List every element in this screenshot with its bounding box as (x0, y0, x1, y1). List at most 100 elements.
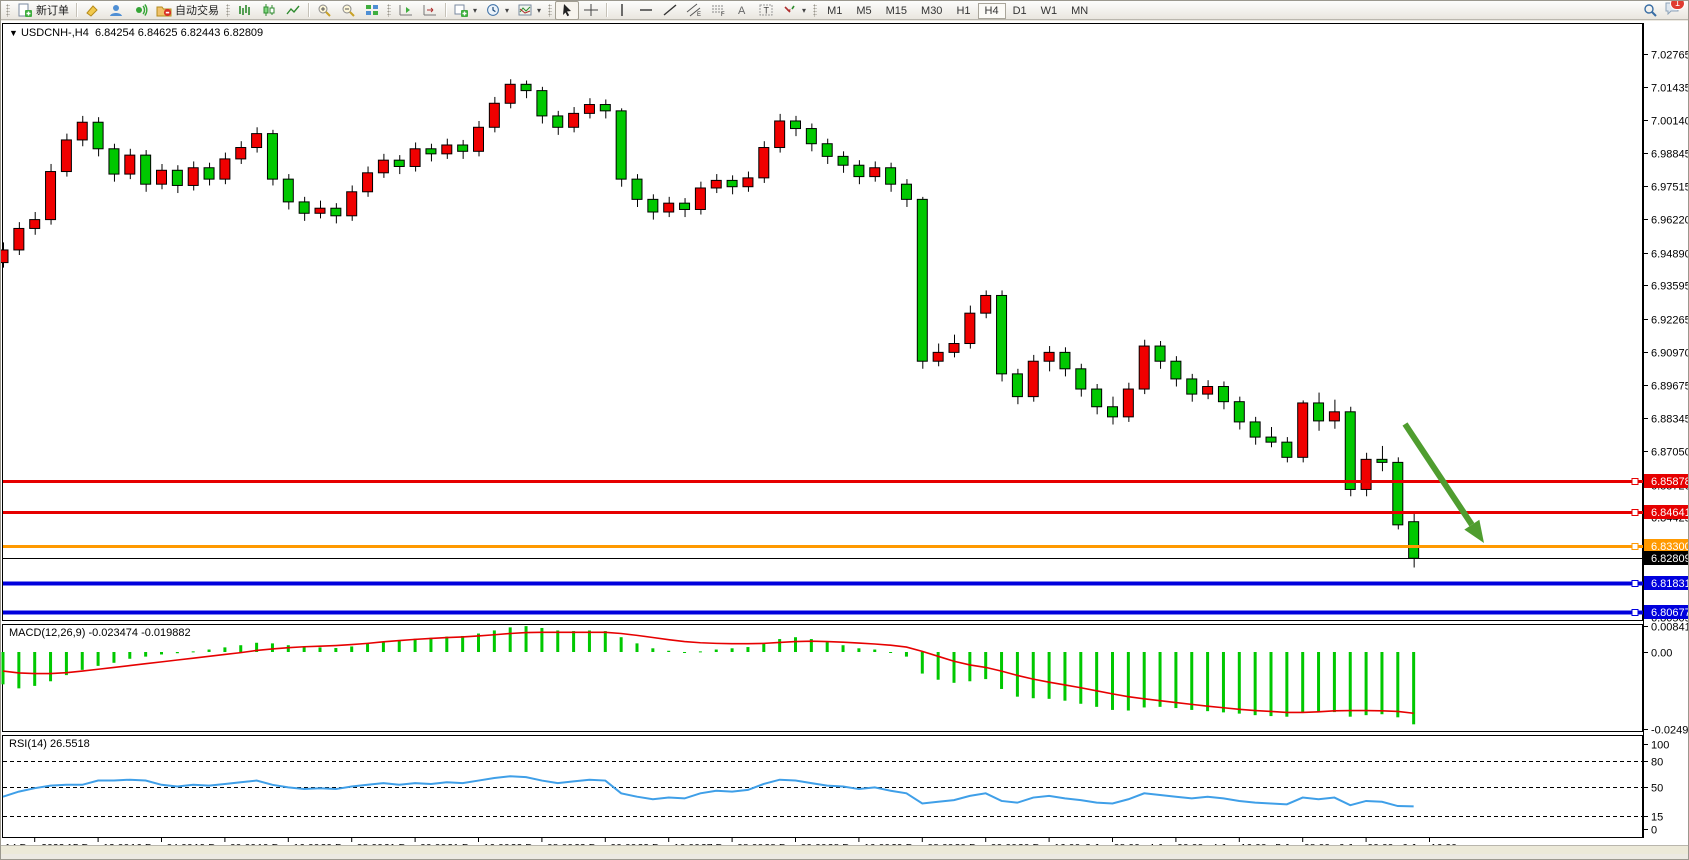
trendline-tool-button[interactable] (658, 1, 682, 20)
macd-bar (1111, 652, 1114, 710)
macd-bar (223, 647, 227, 652)
macd-bar (302, 646, 306, 652)
price-panel (2, 23, 1643, 621)
candlestick-mode-button[interactable] (257, 1, 281, 20)
chart-canvas[interactable]: 7.02765 7.01435 7.00140 6.98845 6.97515 6.962… (1, 21, 1689, 854)
line-handle[interactable] (1631, 609, 1639, 616)
timeframe-W1[interactable]: W1 (1040, 5, 1058, 17)
period-clock-button[interactable]: ▾ (481, 1, 513, 20)
toolbar-grip[interactable] (548, 3, 553, 17)
candle-up (156, 169, 167, 185)
auto-scroll-button[interactable] (418, 1, 442, 20)
macd-bar (17, 652, 21, 689)
community-button[interactable] (104, 1, 128, 20)
symbol-dropdown-icon[interactable]: ▼ (9, 28, 18, 38)
candle-down (282, 178, 294, 203)
search-icon[interactable] (1642, 3, 1658, 17)
status-bar (1, 845, 1688, 854)
line-chart-mode-button[interactable] (281, 1, 305, 20)
macd-bar (286, 645, 290, 652)
candle-down (1376, 458, 1388, 463)
cursor-tool-button[interactable] (555, 1, 580, 20)
candle-down (520, 83, 532, 92)
tile-windows-button[interactable] (360, 1, 384, 20)
timeframe-M30[interactable]: M30 (921, 5, 943, 17)
price-badge (1644, 474, 1688, 488)
price-axis: 7.02765 7.01435 7.00140 6.98845 6.97515 6.962… (1643, 50, 1689, 837)
candle-down (140, 154, 152, 185)
candle-up (362, 172, 374, 193)
line-handle[interactable] (1631, 543, 1639, 550)
notifications-button[interactable]: 1 (1664, 1, 1685, 20)
zoom-in-button[interactable] (312, 1, 336, 20)
chevron-down-icon: ▾ (473, 5, 478, 15)
text-label-tool-button[interactable]: T (754, 1, 778, 20)
timeframe-M15[interactable]: M15 (885, 5, 908, 17)
price-badge (1644, 605, 1688, 619)
crosshair-tool-button[interactable] (579, 1, 603, 20)
macd-bar (619, 637, 623, 652)
text-tool-button[interactable]: A (730, 1, 754, 20)
candle-down (1408, 521, 1420, 559)
fibonacci-tool-button[interactable]: F (706, 1, 730, 20)
new-order-button[interactable]: 新订单 (13, 1, 73, 20)
trend-arrow[interactable] (1402, 422, 1484, 543)
candle-up (187, 167, 199, 186)
zoom-out-button[interactable] (336, 1, 360, 20)
candle-up (964, 312, 976, 345)
equidistant-channel-icon: E (686, 3, 701, 17)
line-handle[interactable] (1631, 478, 1639, 485)
timeframe-H4[interactable]: H4 (977, 3, 1006, 19)
toolbar-grip[interactable] (226, 3, 230, 17)
candle-up (219, 158, 231, 180)
rsi-levels (3, 761, 1643, 817)
macd-bar (1332, 652, 1336, 713)
macd-bar (381, 641, 385, 652)
macd-bar (64, 652, 68, 676)
macd-bar (1095, 652, 1099, 707)
candle-down (647, 198, 659, 213)
price-tick-label: 6.94890 (1651, 249, 1689, 261)
candle-down (679, 202, 691, 210)
svg-text:E: E (697, 12, 701, 17)
auto-trading-button[interactable]: 自动交易 (152, 1, 223, 20)
candle-down (805, 128, 817, 145)
line-handle[interactable] (1631, 580, 1639, 587)
vertical-line-tool-button[interactable] (610, 1, 634, 20)
timeframe-D1[interactable]: D1 (1012, 5, 1027, 17)
horizontal-lines (3, 478, 1643, 616)
macd-bar (873, 649, 877, 652)
candle-down (1392, 461, 1404, 526)
new-chart-button[interactable]: ▾ (449, 1, 481, 20)
toolbar-grip[interactable] (6, 3, 10, 17)
timeframe-M1[interactable]: M1 (827, 5, 843, 17)
timeframe-M5[interactable]: M5 (856, 5, 872, 17)
macd-bar (508, 627, 512, 652)
macd-bar (1396, 652, 1400, 718)
price-badge-label: 6.81831 (1651, 578, 1689, 590)
indicators-button[interactable]: ▾ (513, 1, 545, 20)
chart-title[interactable]: ▼ USDCNH-,H4 6.84254 6.84625 6.82443 6.8… (9, 27, 263, 39)
timeframe-MN[interactable]: MN (1071, 5, 1089, 17)
arrows-tool-button[interactable]: ▾ (778, 1, 810, 20)
eraser-button[interactable] (80, 1, 104, 20)
candle-down (1313, 402, 1325, 422)
chart-shift-button[interactable] (394, 1, 418, 20)
price-badge-label: 6.83300 (1651, 541, 1689, 553)
price-tick-label: 6.88345 (1651, 414, 1689, 426)
toolbar-grip[interactable] (813, 3, 818, 17)
macd-bar (825, 642, 829, 652)
broadcast-button[interactable] (128, 1, 152, 20)
toolbar-grip[interactable] (387, 3, 391, 17)
candle-down (631, 178, 643, 200)
price-badge-label: 6.84641 (1651, 507, 1689, 519)
horizontal-line-tool-button[interactable] (634, 1, 658, 20)
line-chart-icon (286, 5, 300, 15)
line-handle[interactable] (1631, 509, 1639, 516)
candle-up (13, 227, 25, 251)
price-badge (1644, 551, 1688, 565)
macd-bar (698, 651, 702, 653)
channel-tool-button[interactable]: E (682, 1, 706, 20)
bar-chart-mode-button[interactable] (233, 1, 257, 20)
timeframe-H1[interactable]: H1 (956, 5, 971, 17)
